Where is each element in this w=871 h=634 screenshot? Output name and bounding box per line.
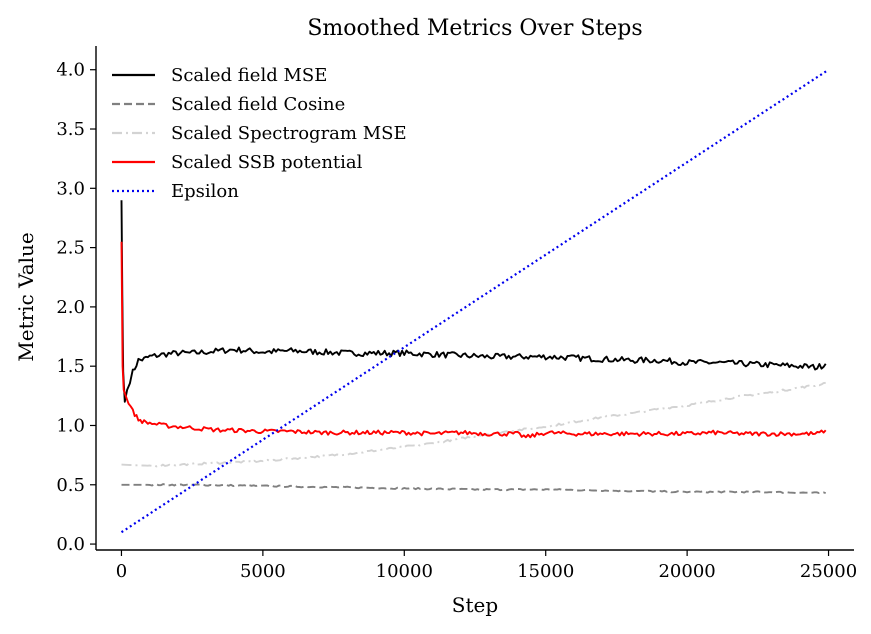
plot-area	[120, 68, 830, 534]
legend-label: Scaled SSB potential	[171, 152, 363, 173]
y-tick-label: 2.5	[56, 238, 85, 259]
x-tick-label: 10000	[376, 561, 433, 582]
y-tick-label: 1.5	[56, 356, 85, 377]
y-tick-label: 3.0	[56, 178, 85, 199]
y-tick-label: 4.0	[56, 60, 85, 81]
x-tick-label: 5000	[240, 561, 286, 582]
y-tick-label: 0.5	[56, 475, 85, 496]
y-axis-label: Metric Value	[14, 232, 38, 362]
y-tick-label: 1.0	[56, 415, 85, 436]
series-line	[120, 68, 830, 534]
series-line	[121, 483, 826, 495]
y-tick-label: 3.5	[56, 119, 85, 140]
legend-label: Epsilon	[171, 181, 239, 202]
chart-title: Smoothed Metrics Over Steps	[307, 16, 642, 41]
series-line	[120, 200, 827, 403]
legend: Scaled field MSE Scaled field Cosine Scale…	[112, 65, 407, 202]
legend-label: Scaled Spectrogram MSE	[171, 123, 407, 144]
axes: 0 5000 10000 15000 20000 25000 0.0 0.5 1.0 1.5 2.0…	[56, 46, 857, 582]
x-tick-label: 0	[116, 561, 127, 582]
x-tick-label: 20000	[658, 561, 715, 582]
x-axis-label: Step	[452, 593, 498, 617]
x-tick-label: 25000	[800, 561, 857, 582]
x-tick-label: 15000	[517, 561, 574, 582]
y-tick-label: 2.0	[56, 297, 85, 318]
legend-label: Scaled field MSE	[171, 65, 327, 86]
y-tick-label: 0.0	[56, 534, 85, 555]
series-line	[121, 381, 826, 468]
series-line	[120, 241, 827, 439]
legend-label: Scaled field Cosine	[171, 94, 345, 115]
